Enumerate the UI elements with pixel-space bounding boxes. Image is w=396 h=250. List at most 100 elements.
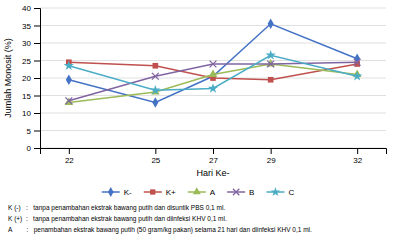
grid-line (40, 8, 386, 9)
tick-mark (34, 61, 40, 62)
series (66, 18, 360, 107)
point (266, 59, 275, 66)
tick-mark (34, 148, 40, 149)
point (210, 61, 217, 68)
legend-marker (271, 187, 281, 196)
point (209, 70, 218, 77)
tick: 30 (22, 39, 40, 48)
point (153, 63, 159, 69)
tick-label: 25 (151, 156, 160, 165)
tick-mark (34, 78, 40, 79)
line (69, 24, 357, 103)
tick-mark (34, 43, 40, 44)
tick-mark (155, 148, 156, 154)
axis-line (41, 149, 387, 155)
point (208, 83, 218, 93)
x-axis: 22 25 27 29 32 (41, 148, 387, 165)
grid-line (40, 25, 386, 26)
point (268, 18, 274, 29)
tick-mark (34, 113, 40, 114)
legend-marker (150, 189, 155, 194)
legend-item: B (227, 188, 254, 197)
point (150, 85, 160, 95)
point (65, 98, 74, 105)
line (69, 64, 357, 103)
tick-label: 25 (22, 57, 31, 66)
tick: 32 (353, 148, 362, 165)
tick-label: 27 (209, 156, 218, 165)
point (354, 59, 361, 66)
tick-label: 20 (22, 74, 31, 83)
tick-label: 32 (353, 156, 362, 165)
tick: 25 (22, 57, 40, 66)
legend-item: K+ (144, 188, 176, 197)
point (268, 77, 274, 83)
legend-marker (233, 189, 239, 195)
footnote: K (-) : tanpa penambahan ekstrak bawang … (8, 204, 225, 212)
tick-label: 0 (27, 144, 32, 153)
tick: 20 (22, 74, 40, 83)
legend-label: B (249, 188, 254, 197)
tick-label: 15 (22, 92, 31, 101)
tick: 40 (22, 4, 40, 13)
series (64, 50, 362, 95)
point (64, 60, 74, 70)
tick-label: 10 (22, 109, 31, 118)
legend-label: C (288, 188, 294, 197)
legend: K- K+ A B C (102, 187, 295, 197)
grid (40, 8, 386, 148)
grid-line (40, 130, 386, 131)
point (152, 97, 158, 108)
footnote: A : penambahan ekstrak bawang putih (50 … (8, 226, 312, 234)
legend-label: A (210, 188, 216, 197)
tick: 25 (151, 148, 160, 165)
y-axis-title: Jumlah Monosit (%) (3, 38, 13, 118)
point (66, 74, 72, 85)
x-axis-title: Hari Ke- (196, 168, 229, 178)
grid-line (40, 60, 386, 61)
tick-mark (34, 8, 40, 9)
line (69, 62, 357, 101)
tick-label: 35 (22, 22, 31, 31)
tick-label: 5 (27, 127, 32, 136)
tick: 35 (22, 22, 40, 31)
grid-line (40, 113, 386, 114)
tick-mark (69, 148, 70, 154)
plot-area (64, 18, 362, 107)
legend-item: C (266, 187, 294, 197)
axis-line (34, 9, 41, 149)
tick-mark (357, 148, 358, 154)
legend-item: K- (102, 187, 132, 197)
legend-item: A (188, 187, 216, 197)
point (65, 97, 72, 104)
tick: 29 (267, 148, 276, 165)
tick: 5 (27, 127, 40, 136)
point (267, 61, 274, 68)
point (352, 71, 362, 81)
tick-mark (213, 148, 214, 154)
tick-mark (34, 96, 40, 97)
footnote: K (+) : tanpa penambahan ekstrak bawang … (8, 215, 227, 223)
y-axis: 0 5 10 15 20 25 30 35 40 (22, 4, 40, 153)
grid-line (40, 95, 386, 96)
grid-line (40, 43, 386, 44)
tick-mark (34, 26, 40, 27)
legend-marker (108, 187, 114, 197)
tick-label: 29 (267, 156, 276, 165)
tick: 0 (27, 144, 40, 153)
legend-marker (193, 187, 201, 194)
point (152, 73, 159, 80)
tick: 15 (22, 92, 40, 101)
tick: 27 (209, 148, 218, 165)
tick: 22 (65, 148, 74, 165)
legend-label: K+ (166, 188, 176, 197)
tick-mark (34, 131, 40, 132)
tick-mark (271, 148, 272, 154)
tick-label: 30 (22, 39, 31, 48)
chart: 22 25 27 29 32 0 5 10 15 20 25 30 35 40 Hari Ke- Jumlah… (0, 0, 396, 250)
tick: 10 (22, 109, 40, 118)
point (266, 50, 276, 60)
legend-label: K- (124, 188, 132, 197)
tick-label: 40 (22, 4, 31, 13)
tick-label: 22 (65, 156, 74, 165)
